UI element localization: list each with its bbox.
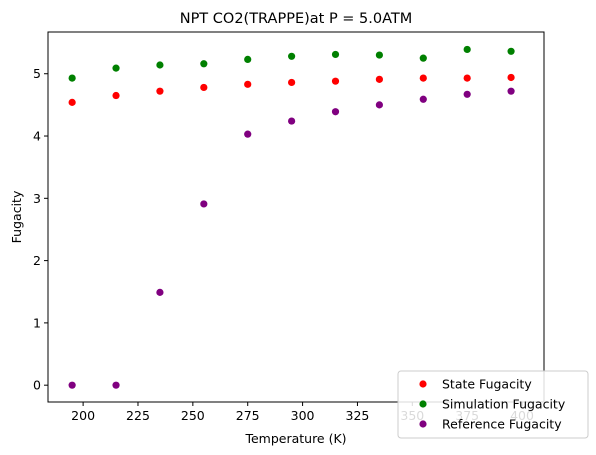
- data-point-series-1: [244, 80, 252, 88]
- legend-entry-1: State Fugacity: [442, 377, 532, 392]
- data-point-series-2: [288, 52, 296, 60]
- y-tick-label: 1: [33, 315, 41, 330]
- data-point-series-2: [419, 54, 427, 62]
- data-point-series-2: [68, 74, 76, 82]
- y-tick-label: 2: [33, 253, 41, 268]
- data-point-series-3: [244, 130, 252, 138]
- legend-box: [397, 370, 589, 439]
- y-tick-label: 5: [33, 66, 41, 81]
- data-point-series-3: [68, 381, 76, 389]
- legend-marker-2: [419, 400, 427, 408]
- data-point-series-2: [200, 60, 208, 68]
- plot-frame: [47, 31, 545, 403]
- x-tick-label: 200: [71, 408, 95, 423]
- data-point-series-2: [331, 50, 340, 59]
- data-point-series-1: [419, 74, 427, 82]
- data-point-series-1: [112, 91, 120, 100]
- y-axis-label: Fugacity: [9, 190, 24, 243]
- data-point-series-3: [156, 288, 164, 296]
- chart-title: NPT CO2(TRAPPE)at P = 5.0ATM: [180, 11, 413, 27]
- data-points: [68, 45, 515, 389]
- data-point-series-3: [463, 90, 471, 98]
- x-tick-label: 300: [291, 408, 315, 423]
- data-point-series-2: [244, 55, 252, 64]
- data-point-series-1: [507, 73, 515, 82]
- y-axis-ticks: 0 1 2 3 4 5: [33, 66, 48, 393]
- y-tick-label: 0: [33, 378, 41, 393]
- data-point-series-1: [463, 74, 471, 82]
- legend-entry-2: Simulation Fugacity: [442, 397, 566, 412]
- x-tick-label: 325: [346, 408, 370, 423]
- data-point-series-2: [507, 47, 515, 55]
- data-point-series-3: [288, 117, 296, 125]
- y-tick-label: 4: [33, 129, 41, 144]
- legend-entry-3: Reference Fugacity: [442, 417, 562, 432]
- data-point-series-1: [156, 87, 164, 95]
- data-point-series-2: [375, 51, 383, 59]
- legend-marker-3: [419, 420, 427, 428]
- data-point-series-3: [507, 87, 515, 95]
- data-point-series-3: [419, 95, 427, 103]
- data-point-series-2: [112, 64, 120, 72]
- data-point-series-3: [375, 101, 383, 109]
- y-tick-label: 3: [33, 191, 41, 206]
- data-point-series-1: [68, 98, 76, 106]
- legend-marker-1: [419, 380, 427, 388]
- data-point-series-3: [200, 200, 208, 208]
- x-tick-label: 275: [236, 408, 260, 423]
- legend: State Fugacity Simulation Fugacity Referen…: [397, 370, 589, 439]
- data-point-series-1: [200, 83, 208, 92]
- x-tick-label: 225: [126, 408, 150, 423]
- data-point-series-1: [375, 75, 383, 83]
- data-point-series-1: [288, 78, 296, 87]
- data-point-series-2: [156, 61, 164, 69]
- data-point-series-2: [463, 45, 471, 54]
- data-point-series-3: [331, 108, 340, 116]
- x-axis-label: Temperature (K): [244, 431, 346, 446]
- data-point-series-1: [331, 77, 340, 85]
- x-tick-label: 250: [181, 408, 205, 423]
- data-point-series-3: [112, 381, 120, 389]
